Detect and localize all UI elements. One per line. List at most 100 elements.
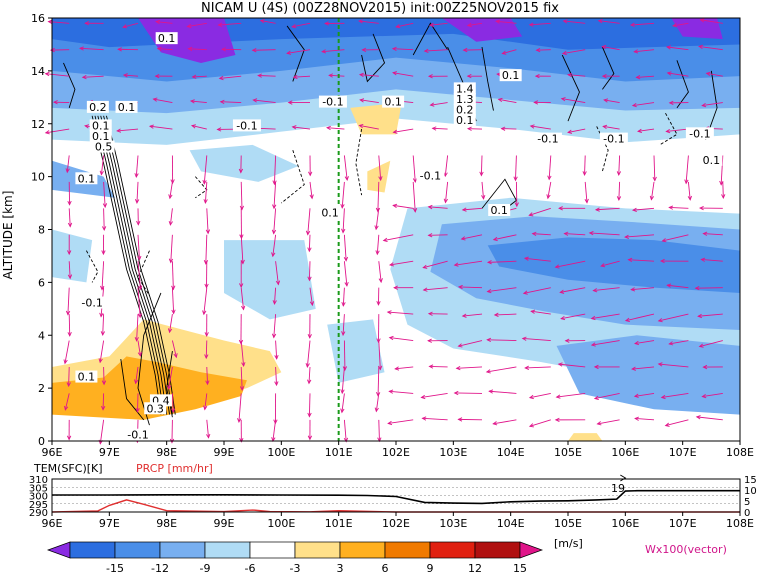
wind-vector xyxy=(497,97,517,104)
wind-vector xyxy=(307,234,312,253)
wind-vector xyxy=(117,47,139,52)
wind-vector xyxy=(594,207,620,212)
colorbar-swatch xyxy=(294,541,341,559)
wind-vector xyxy=(203,393,208,411)
wind-vector xyxy=(528,419,551,428)
wind-vector xyxy=(698,340,723,348)
wind-vector xyxy=(206,419,211,439)
wind-vector xyxy=(661,234,689,243)
wind-vector xyxy=(564,338,586,343)
wind-vector xyxy=(590,340,620,347)
contour-line xyxy=(361,33,386,83)
surface-panel: TEM(SFC)[K] PRCP [mm/hr] 96E 97E 98E 99E 100… xyxy=(29,462,757,530)
contour-label: -0.1 xyxy=(124,428,152,442)
wind-vector xyxy=(387,419,414,426)
wind-vector xyxy=(634,416,655,421)
wind-vector xyxy=(240,234,245,265)
contour-line xyxy=(355,128,363,196)
y-left-tick-label: 310 xyxy=(29,475,48,486)
wind-vector xyxy=(457,340,483,348)
wind-vector xyxy=(593,392,620,400)
field-patch-violet xyxy=(441,18,523,42)
wind-vector xyxy=(239,366,245,391)
wind-vector xyxy=(63,340,70,365)
vector-legend: Wx100(vector) xyxy=(645,543,727,556)
contour-line xyxy=(137,292,162,426)
wind-vector xyxy=(137,287,143,319)
y-left-tick-label: 300 xyxy=(29,492,48,503)
wind-vector xyxy=(422,260,448,269)
wind-vector xyxy=(631,366,655,371)
contour-label-text: 0.2 xyxy=(89,101,107,114)
colorbar-tick-label: -3 xyxy=(290,562,301,575)
contour-label-text: -0.1 xyxy=(322,96,343,109)
field-band-light xyxy=(327,319,385,383)
y-tick-label: 8 xyxy=(38,224,45,237)
wind-vector xyxy=(169,419,175,444)
wind-vector xyxy=(528,392,551,400)
field-band-mid xyxy=(556,335,740,415)
wind-vector xyxy=(374,208,380,231)
wind-vector xyxy=(461,313,483,318)
contour-label-text: 0.1 xyxy=(78,371,96,384)
wind-vector xyxy=(546,181,552,200)
y-axis-label: ALTITUDE [km] xyxy=(1,191,15,280)
wind-vector xyxy=(559,287,586,294)
wind-vector xyxy=(633,49,655,54)
wind-vector xyxy=(466,73,483,79)
wind-vector xyxy=(701,392,723,399)
wind-vector xyxy=(52,100,70,105)
colorbar-tick-label: 12 xyxy=(468,562,482,575)
y-tick-label: 6 xyxy=(38,276,45,289)
wind-vector xyxy=(378,155,383,182)
wind-vector xyxy=(328,73,345,78)
wind-vector xyxy=(530,309,551,315)
colorbar-swatch xyxy=(249,541,296,559)
colorbar-tick-label: -6 xyxy=(245,562,256,575)
contour-label-text: 0.3 xyxy=(146,402,164,415)
wind-vector xyxy=(376,314,381,344)
wind-vector xyxy=(672,22,689,28)
wind-vector xyxy=(155,19,173,25)
x-tick-label: 104E xyxy=(497,446,525,459)
x-tick-label: 97E xyxy=(99,517,120,530)
wind-vector xyxy=(528,22,551,27)
wind-vector xyxy=(49,47,70,53)
x-tick-label: 101E xyxy=(325,517,353,530)
wind-vector xyxy=(697,313,723,319)
wind-vector xyxy=(427,204,448,210)
wind-vector xyxy=(466,126,483,131)
wind-vector xyxy=(257,73,276,78)
wind-vector xyxy=(427,338,448,343)
wind-vector xyxy=(274,366,279,387)
wind-vector xyxy=(649,181,655,201)
contour-label: 0.1 xyxy=(75,370,98,384)
wind-vector xyxy=(273,393,278,425)
wind-vector xyxy=(239,261,244,289)
wind-vector xyxy=(100,261,105,291)
contour-label-text: 0.1 xyxy=(321,207,339,220)
wind-vector xyxy=(170,155,175,185)
wind-vector xyxy=(412,181,418,213)
wind-vector xyxy=(560,97,586,104)
wind-vector xyxy=(217,22,242,27)
contour-label: -0.1 xyxy=(318,95,347,109)
wind-vector xyxy=(67,208,73,228)
wind-vector xyxy=(423,48,448,54)
wind-vector xyxy=(616,181,622,202)
main-axes: 96E 97E 98E 99E 100E 101E 102E 103E 104E 105E 106E… xyxy=(31,12,754,459)
y-tick-label: 12 xyxy=(31,118,45,131)
wind-vector xyxy=(603,98,620,104)
wind-vector xyxy=(668,340,689,346)
wind-vector xyxy=(341,314,346,337)
field-band-light xyxy=(52,229,93,283)
wind-vector xyxy=(137,234,142,261)
wind-vector xyxy=(79,46,104,51)
wind-vector xyxy=(420,392,448,400)
wind-vector xyxy=(705,71,723,77)
wind-vector xyxy=(204,314,209,337)
wind-field xyxy=(52,18,740,441)
wind-vector xyxy=(443,181,449,204)
wind-vector xyxy=(205,208,211,235)
wind-vector xyxy=(602,124,620,130)
